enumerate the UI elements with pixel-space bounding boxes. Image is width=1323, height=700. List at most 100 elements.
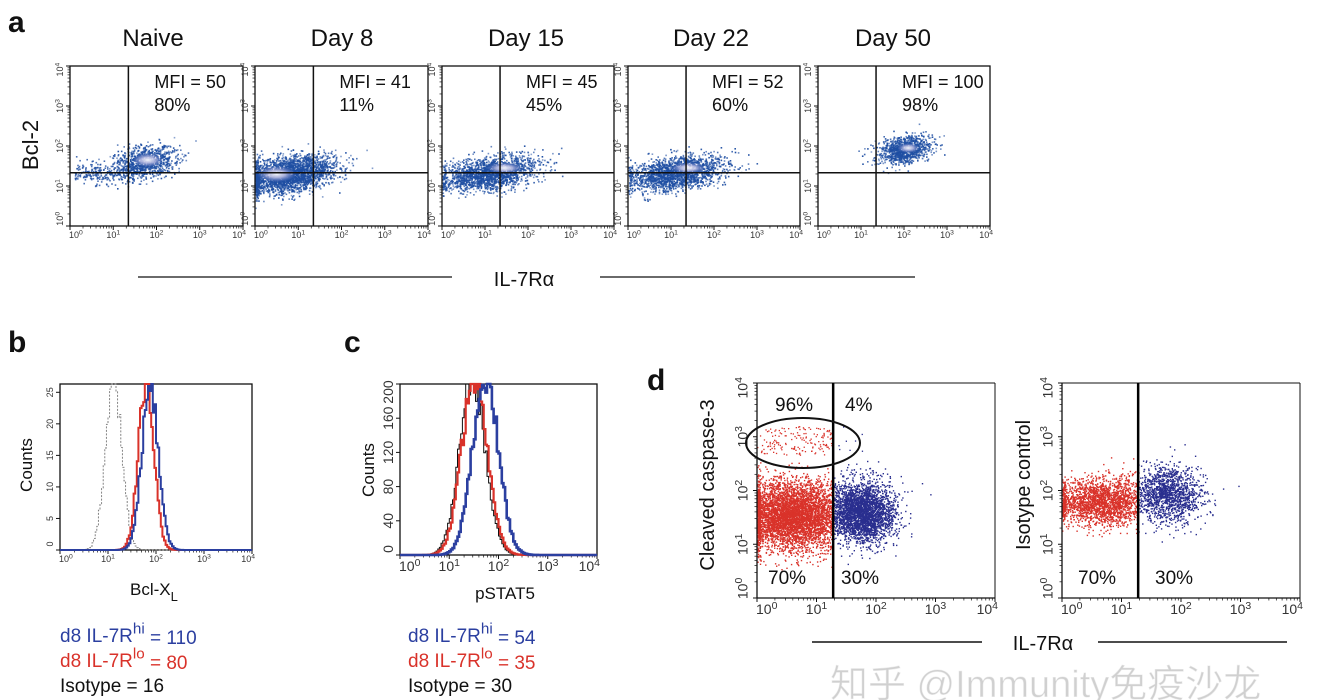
event-dot — [157, 178, 159, 180]
event-dot — [117, 188, 119, 190]
event-dot — [151, 144, 154, 146]
event-dot — [267, 158, 269, 161]
event-dot — [256, 182, 258, 185]
event-dot — [168, 167, 170, 170]
event-dot — [98, 170, 101, 173]
event-dot — [156, 152, 159, 155]
event-dot — [303, 157, 306, 159]
event-dot — [77, 178, 79, 180]
event-dot — [304, 164, 306, 166]
event-dot — [288, 186, 291, 188]
event-dot — [185, 154, 187, 157]
event-dot — [320, 160, 323, 163]
event-dot — [310, 169, 312, 172]
event-dot — [74, 175, 77, 177]
event-dot — [133, 163, 135, 166]
event-dot — [458, 197, 460, 199]
event-dot — [269, 185, 271, 188]
event-dot — [513, 160, 515, 163]
event-dot — [341, 170, 343, 172]
event-dot — [107, 185, 110, 188]
event-dot — [144, 150, 146, 152]
event-dot — [257, 161, 259, 164]
event-dot — [272, 161, 275, 163]
event-dot — [180, 149, 182, 151]
event-dot — [145, 145, 148, 147]
event-dot — [175, 149, 178, 152]
event-dot — [163, 144, 165, 147]
event-dot — [135, 164, 137, 167]
event-dot — [510, 187, 513, 190]
event-dot — [137, 167, 139, 169]
event-dot — [124, 163, 126, 166]
event-dot — [122, 167, 125, 170]
event-dot — [323, 184, 325, 186]
event-dot — [302, 187, 305, 189]
event-dot — [348, 157, 350, 159]
event-dot — [333, 178, 335, 180]
event-dot — [314, 183, 317, 185]
x-tick-label: 103 — [378, 230, 392, 240]
event-dot — [145, 176, 147, 178]
event-dot — [91, 168, 93, 171]
event-dot — [289, 182, 292, 184]
event-dot — [504, 146, 506, 148]
event-dot — [291, 186, 293, 189]
tick-exponent: 0 — [79, 230, 83, 237]
event-dot — [269, 165, 271, 167]
event-dot — [255, 185, 258, 187]
event-dot — [108, 170, 111, 172]
event-dot — [523, 166, 525, 168]
event-dot — [166, 146, 168, 149]
event-dot — [149, 167, 152, 169]
event-dot — [320, 165, 322, 167]
event-dot — [320, 164, 323, 166]
event-dot — [297, 164, 299, 167]
event-dot — [97, 169, 100, 172]
event-dot — [279, 190, 281, 193]
event-dot — [135, 144, 137, 147]
event-dot — [272, 188, 274, 190]
event-dot — [296, 188, 299, 190]
event-dot — [276, 154, 279, 157]
event-dot — [143, 173, 145, 175]
event-dot — [147, 145, 150, 148]
event-dot — [174, 157, 177, 159]
event-dot — [171, 160, 173, 162]
event-dot — [300, 150, 303, 152]
event-dot — [511, 151, 513, 154]
event-dot — [309, 158, 312, 160]
event-dot — [283, 195, 285, 198]
event-dot — [156, 165, 158, 168]
event-dot — [130, 166, 133, 168]
event-dot — [305, 188, 307, 190]
event-dot — [258, 185, 260, 187]
event-dot — [178, 167, 180, 170]
event-dot — [270, 182, 273, 185]
event-dot — [450, 182, 453, 185]
event-dot — [308, 164, 311, 166]
event-dot — [285, 193, 288, 196]
event-dot — [151, 173, 154, 176]
event-dot — [116, 174, 118, 176]
event-dot — [84, 171, 87, 173]
event-dot — [299, 183, 302, 186]
event-dot — [163, 163, 166, 166]
event-dot — [351, 162, 354, 165]
event-dot — [158, 168, 161, 170]
event-dot — [109, 171, 112, 173]
event-dot — [134, 146, 137, 149]
event-dot — [124, 162, 126, 164]
event-dot — [143, 166, 145, 168]
event-dot — [112, 165, 114, 168]
event-dot — [279, 188, 282, 190]
event-dot — [289, 162, 291, 164]
event-dot — [258, 181, 260, 183]
event-dot — [117, 154, 120, 156]
event-dot — [133, 166, 135, 169]
event-dot — [473, 194, 475, 196]
event-dot — [306, 162, 308, 165]
event-dot — [302, 174, 305, 176]
event-dot — [270, 188, 273, 191]
percent-label: 11% — [339, 95, 374, 115]
